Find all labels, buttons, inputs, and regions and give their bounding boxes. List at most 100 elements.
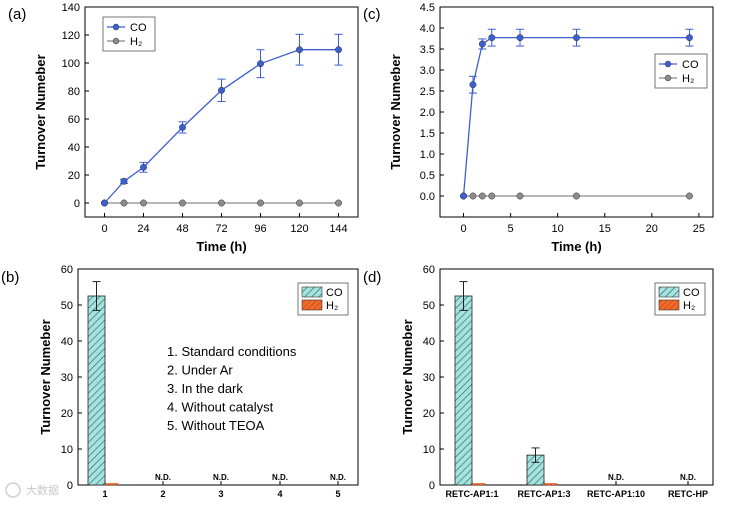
watermark: 大数据 [5, 482, 59, 498]
not-detected-label: N.D. [213, 473, 229, 482]
y-tick-label: 0 [67, 480, 73, 492]
y-axis-title: Turnover Numeber [38, 319, 53, 434]
data-point-1 [516, 192, 524, 200]
legend-label-0: CO [130, 22, 147, 34]
y-tick-label: 20 [68, 170, 80, 182]
data-point-1 [478, 192, 486, 200]
legend-label-0: CO [683, 287, 700, 299]
series-line-0 [104, 49, 339, 204]
x-tick-label: 3 [218, 489, 223, 499]
y-tick-label: 40 [423, 336, 435, 348]
legend-label-1: H₂ [130, 36, 142, 48]
y-tick-label: 2.5 [420, 86, 435, 98]
condition-item-3: 3. In the dark [167, 381, 243, 396]
condition-item-5: 5. Without TEOA [167, 418, 265, 433]
data-point-0 [101, 199, 108, 207]
y-tick-label: 20 [61, 408, 73, 420]
x-tick-label: 10 [552, 223, 564, 235]
legend-marker-1 [112, 37, 120, 45]
legend-label-1: H₂ [682, 73, 694, 85]
condition-item-2: 2. Under Ar [167, 363, 233, 378]
data-point-0 [573, 34, 580, 42]
data-point-1 [179, 199, 186, 207]
x-tick-label: 20 [646, 223, 658, 235]
y-axis-title: Turnover Numeber [33, 54, 48, 169]
data-point-0 [335, 46, 342, 54]
y-tick-label: 100 [62, 58, 80, 70]
y-tick-label: 1.5 [420, 128, 435, 140]
x-tick-label: 25 [693, 223, 705, 235]
data-point-1 [296, 199, 303, 207]
x-tick-label: 24 [137, 223, 149, 235]
y-tick-label: 0.0 [420, 191, 435, 203]
legend-marker-0 [112, 23, 120, 31]
legend-swatch-1 [301, 299, 323, 311]
x-tick-label: 0 [460, 223, 466, 235]
y-tick-label: 0.5 [420, 170, 435, 182]
bar-co [454, 295, 473, 486]
panel-d: 0 10 20 30 40 50 60 RETC-AP1:1 RETC-AP1:3 RETC-AP… [363, 264, 714, 499]
x-tick-label: 144 [329, 223, 347, 235]
data-point-0 [140, 163, 147, 171]
y-tick-label: 10 [61, 444, 73, 456]
x-tick-label: 0 [101, 223, 107, 235]
y-tick-label: 60 [68, 114, 80, 126]
y-tick-label: 80 [68, 86, 80, 98]
condition-item-4: 4. Without catalyst [167, 400, 274, 415]
data-point-1 [469, 192, 477, 200]
panel-label: (c) [363, 6, 381, 23]
x-tick-label: RETC-AP1:1 [445, 489, 498, 499]
not-detected-label: N.D. [330, 473, 346, 482]
data-point-0 [469, 81, 477, 89]
y-tick-label: 40 [68, 142, 80, 154]
y-tick-label: 50 [61, 300, 73, 312]
not-detected-label: N.D. [155, 473, 171, 482]
y-tick-label: 3.5 [420, 44, 435, 56]
data-point-0 [179, 123, 186, 131]
y-tick-label: 4.5 [420, 2, 435, 14]
legend-box [102, 16, 156, 52]
legend-marker-0 [664, 60, 672, 68]
panel-label: (d) [363, 269, 381, 286]
y-axis-title: Turnover Numeber [400, 319, 415, 434]
data-point-0 [218, 86, 225, 94]
panel-a: 0 24 48 72 96 120 144 0 20 40 60 80 100 120 140 Time (h… [8, 2, 359, 254]
legend-swatch-1 [658, 299, 680, 311]
data-point-0 [296, 46, 303, 54]
x-tick-label: RETC-AP1:3 [517, 489, 570, 499]
data-point-0 [686, 34, 693, 42]
bar-h2 [471, 483, 486, 486]
y-tick-label: 140 [62, 2, 80, 14]
panel-label: (a) [8, 6, 26, 23]
y-tick-label: 60 [61, 264, 73, 276]
data-point-1 [573, 192, 580, 200]
panel-b: 0 10 20 30 40 50 60 1 2 3 4 5 N.D. N.D. N.D. N.D. Turnov… [1, 264, 359, 499]
y-tick-label: 120 [62, 30, 80, 42]
x-tick-label: 48 [176, 223, 188, 235]
panel-label: (b) [1, 269, 19, 286]
x-tick-label: 72 [215, 223, 227, 235]
legend-marker-1 [664, 74, 672, 82]
not-detected-label: N.D. [272, 473, 288, 482]
y-tick-label: 2.0 [420, 107, 435, 119]
legend-swatch-0 [658, 286, 680, 298]
not-detected-label: N.D. [608, 473, 624, 482]
y-tick-label: 0 [74, 198, 80, 210]
legend-swatch-0 [301, 286, 323, 298]
bar-h2 [543, 483, 558, 486]
x-tick-label: 5 [508, 223, 514, 235]
y-tick-label: 10 [423, 444, 435, 456]
bar-co [87, 295, 106, 486]
y-tick-label: 30 [61, 372, 73, 384]
x-tick-label: 120 [290, 223, 308, 235]
data-point-1 [257, 199, 264, 207]
watermark-logo-icon [5, 482, 21, 498]
y-tick-label: 50 [423, 300, 435, 312]
data-point-0 [257, 60, 264, 68]
data-point-1 [335, 199, 342, 207]
y-tick-label: 20 [423, 408, 435, 420]
y-axis-title: Turnover Numeber [388, 54, 403, 169]
data-point-0 [120, 177, 128, 185]
legend-box [654, 53, 708, 89]
